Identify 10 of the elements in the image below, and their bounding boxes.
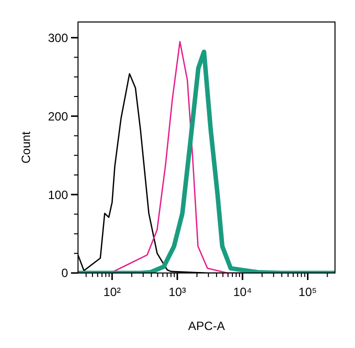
- x-tick-label: 10⁵: [298, 285, 317, 299]
- x-axis-title: APC-A: [188, 319, 225, 333]
- y-tick-label: 200: [48, 109, 68, 124]
- y-tick-label: 100: [48, 188, 68, 202]
- x-tick-label: 10³: [168, 285, 186, 299]
- y-tick-label: 0: [61, 266, 68, 280]
- x-tick-label: 10²: [103, 285, 121, 299]
- y-axis-title: Count: [19, 130, 33, 164]
- y-tick-label: 300: [48, 30, 68, 45]
- x-tick-label: 10⁴: [233, 285, 252, 299]
